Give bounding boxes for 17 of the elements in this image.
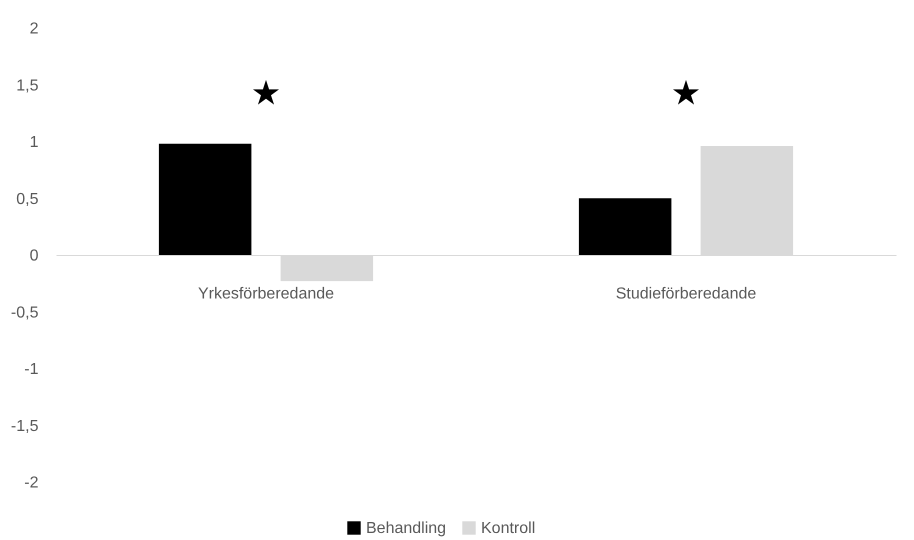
y-tick-label: -0,5 <box>10 304 39 322</box>
y-tick-label: -1,5 <box>10 418 39 435</box>
x-tick-label: Studieförberedande <box>616 286 756 302</box>
legend-label: Kontroll <box>481 520 536 537</box>
y-tick-label: -2 <box>24 474 39 492</box>
y-tick-label: 0 <box>30 248 39 264</box>
y-tick-label: 1,5 <box>16 77 39 94</box>
bar <box>578 198 672 255</box>
legend-label: Behandling <box>366 520 446 537</box>
y-tick-label: 1 <box>30 134 39 151</box>
annotation: ★ <box>670 74 702 112</box>
annotation: ★ <box>250 74 282 112</box>
y-tick-label: -1 <box>24 361 39 378</box>
y-tick-label: 2 <box>30 20 39 38</box>
x-tick-label: Yrkesförberedande <box>198 286 334 302</box>
y-tick-label: 0,5 <box>16 190 39 208</box>
bar <box>158 144 252 255</box>
